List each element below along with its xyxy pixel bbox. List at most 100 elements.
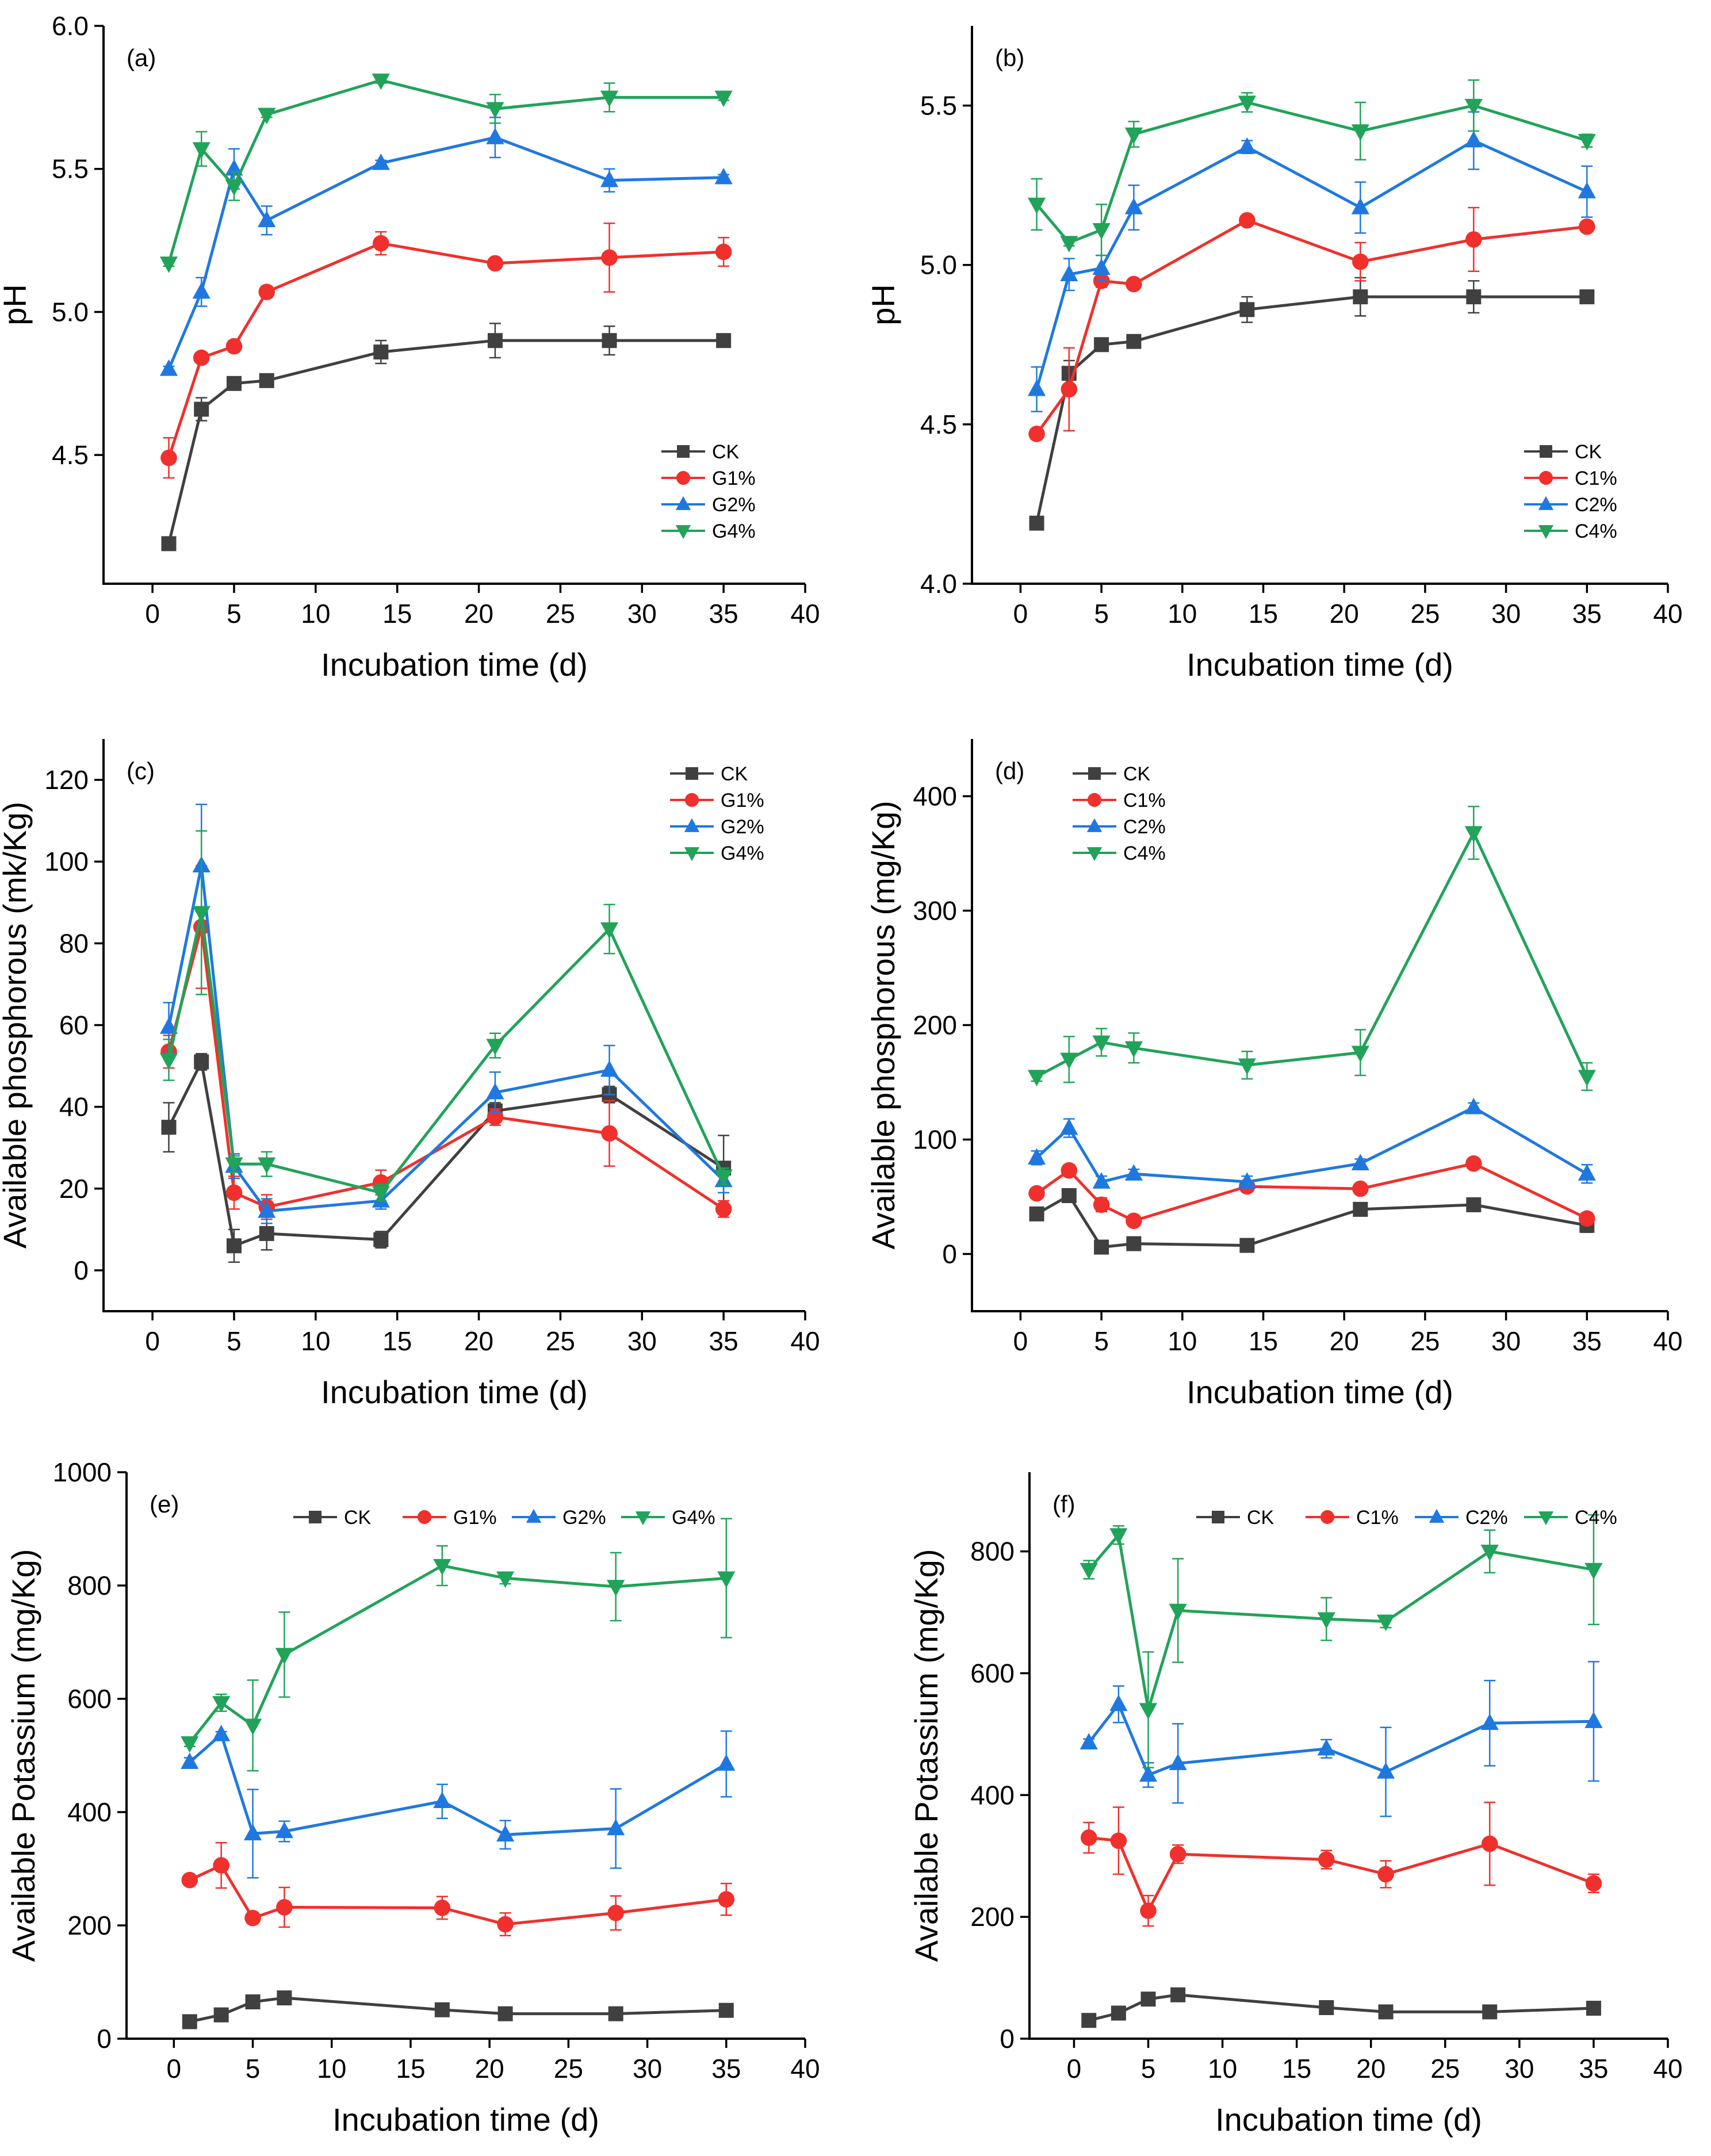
data-point-G4% xyxy=(212,1696,231,1713)
y-axis-title-d: Available phosphorous (mg/Kg) xyxy=(865,801,901,1249)
x-tick-label-e: 15 xyxy=(396,2054,425,2084)
data-point-CK xyxy=(373,1232,389,1247)
legend-label-G4%: G4% xyxy=(721,843,764,864)
data-point-G1% xyxy=(276,1899,293,1916)
legend-label-G2%: G2% xyxy=(562,1507,606,1529)
x-tick-label-c: 30 xyxy=(627,1326,657,1356)
x-tick-label-b: 5 xyxy=(1094,599,1109,629)
data-point-C2% xyxy=(1080,1733,1098,1749)
series-f-CK xyxy=(1081,1987,1601,2028)
x-tick-label-d: 25 xyxy=(1410,1326,1440,1356)
x-axis-title-a: Incubation time (d) xyxy=(321,646,588,683)
x-tick-label-f: 10 xyxy=(1208,2054,1237,2084)
data-point-CK xyxy=(1094,337,1109,353)
y-tick-label-c: 60 xyxy=(59,1010,89,1040)
data-point-CK xyxy=(259,1226,274,1241)
series-line-CK xyxy=(189,1996,726,2023)
data-point-G1% xyxy=(160,449,177,466)
y-tick-label-d: 400 xyxy=(913,782,957,811)
legend-marker-CK xyxy=(309,1511,321,1523)
data-point-CK xyxy=(1239,302,1255,317)
data-point-C4% xyxy=(1080,1563,1098,1580)
y-tick-label-e: 400 xyxy=(67,1797,112,1827)
data-point-CK xyxy=(161,1120,177,1135)
data-point-G1% xyxy=(497,1916,514,1933)
legend-label-C2%: C2% xyxy=(1123,816,1166,838)
data-point-CK xyxy=(1466,1197,1482,1212)
x-tick-label-b: 20 xyxy=(1330,599,1359,629)
series-c-G4% xyxy=(159,830,733,1203)
data-point-G2% xyxy=(717,1754,736,1771)
x-tick-label-e: 10 xyxy=(317,2054,346,2084)
y-tick-label-b: 4.0 xyxy=(920,569,957,599)
data-point-C1% xyxy=(1061,381,1078,398)
panel-label-d: (d) xyxy=(995,757,1024,784)
data-point-CK xyxy=(718,2002,734,2018)
panel-label-f: (f) xyxy=(1052,1491,1075,1518)
data-point-G1% xyxy=(607,1905,624,1921)
series-line-G4% xyxy=(167,912,725,1194)
data-point-G4% xyxy=(192,142,210,159)
data-point-C1% xyxy=(1126,1212,1142,1230)
legend-label-C4%: C4% xyxy=(1123,843,1166,864)
legend-marker-G1% xyxy=(676,470,691,485)
data-point-CK xyxy=(1579,289,1595,305)
x-tick-label-a: 30 xyxy=(627,599,657,629)
data-point-C4% xyxy=(1351,1046,1369,1063)
data-point-G2% xyxy=(714,167,733,185)
data-point-C4% xyxy=(1238,95,1256,112)
data-point-G4% xyxy=(714,1169,733,1186)
chart-panel-d: 0 5 10 15 20 25 30 35 400100200300400Incubation … xyxy=(865,739,1683,1410)
data-point-G4% xyxy=(714,90,733,108)
series-c-G2% xyxy=(159,803,733,1224)
data-point-CK xyxy=(1586,2001,1601,2016)
data-point-C1% xyxy=(1239,212,1256,229)
data-point-C2% xyxy=(1238,1172,1256,1189)
x-tick-label-d: 10 xyxy=(1168,1326,1197,1356)
legend-marker-G2% xyxy=(684,818,700,832)
y-tick-label-c: 100 xyxy=(44,847,89,876)
data-point-CK xyxy=(602,333,617,349)
legend-label-CK: CK xyxy=(344,1507,372,1529)
y-tick-label-c: 80 xyxy=(59,928,89,958)
data-point-CK xyxy=(1126,1236,1142,1251)
x-tick-label-d: 35 xyxy=(1572,1326,1602,1356)
x-tick-label-d: 40 xyxy=(1653,1326,1682,1356)
series-e-G2% xyxy=(181,1725,736,1879)
data-point-CK xyxy=(226,376,242,391)
data-point-C4% xyxy=(1027,197,1046,215)
legend-label-C1%: C1% xyxy=(1123,790,1166,811)
x-tick-label-f: 5 xyxy=(1141,2054,1156,2084)
x-tick-label-f: 30 xyxy=(1505,2054,1534,2084)
x-tick-label-e: 20 xyxy=(475,2054,504,2084)
data-point-C2% xyxy=(1139,1765,1158,1782)
data-point-G1% xyxy=(601,1125,618,1142)
series-e-G1% xyxy=(181,1841,735,1936)
data-point-G4% xyxy=(159,256,178,273)
data-point-G4% xyxy=(600,922,619,939)
axes-c xyxy=(102,739,805,1312)
x-tick-label-b: 25 xyxy=(1410,599,1440,629)
data-point-C4% xyxy=(1351,124,1369,141)
data-point-C1% xyxy=(1169,1845,1186,1863)
data-point-C2% xyxy=(1578,182,1596,198)
data-point-G1% xyxy=(213,1857,229,1874)
data-point-CK xyxy=(434,2002,450,2017)
series-b-C2% xyxy=(1027,111,1596,412)
x-axis-title-e: Incubation time (d) xyxy=(332,2101,599,2138)
x-tick-label-d: 15 xyxy=(1249,1326,1278,1356)
data-point-G1% xyxy=(225,338,243,355)
data-point-CK xyxy=(194,401,209,417)
data-point-C2% xyxy=(1480,1713,1499,1730)
x-tick-label-d: 0 xyxy=(1013,1326,1028,1356)
legend-marker-C4% xyxy=(1086,847,1103,861)
series-line-G1% xyxy=(167,926,725,1211)
data-point-G2% xyxy=(433,1791,451,1808)
data-point-CK xyxy=(1482,2004,1498,2020)
data-point-G2% xyxy=(600,170,619,187)
legend-label-C1%: C1% xyxy=(1356,1507,1399,1529)
chart-panel-a: 0 5 10 15 20 25 30 35 40 4.5 5.0 5.5 6.0 Incubation t… xyxy=(0,11,820,683)
data-point-CK xyxy=(1061,1188,1077,1204)
data-point-C2% xyxy=(1027,379,1046,396)
panel-label-b: (b) xyxy=(995,44,1024,71)
